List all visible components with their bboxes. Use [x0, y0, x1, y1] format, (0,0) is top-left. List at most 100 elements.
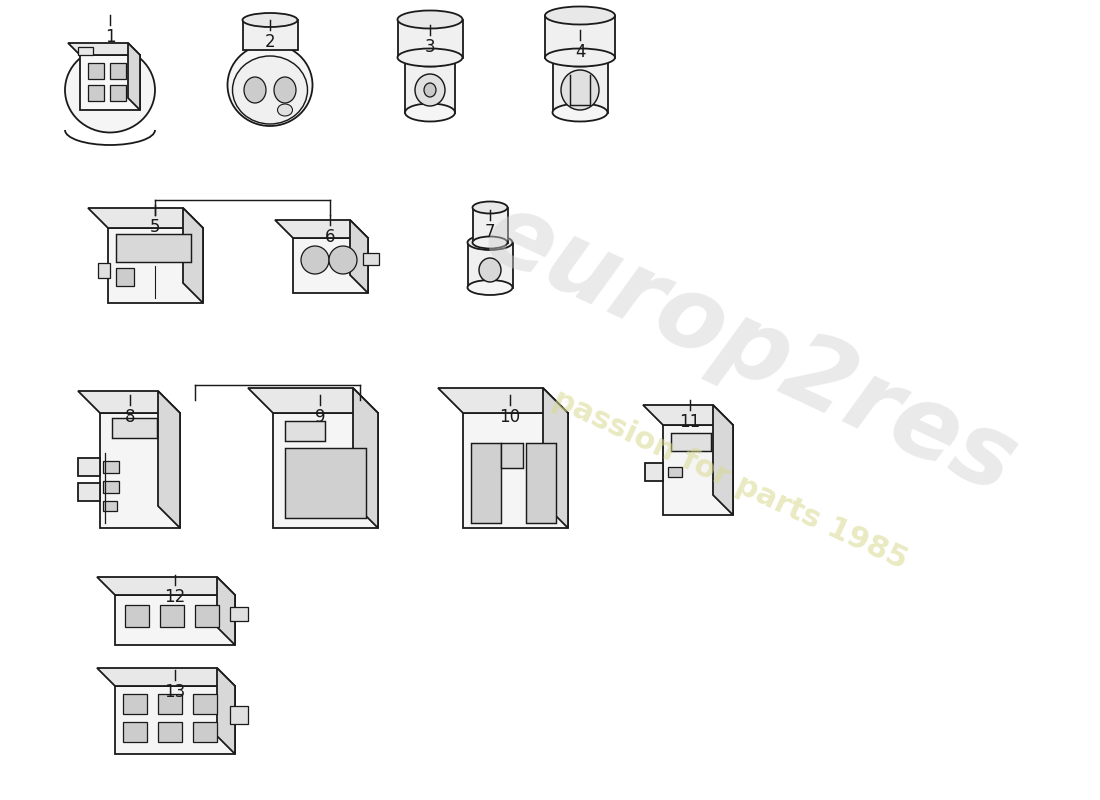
Text: 3: 3	[425, 38, 436, 56]
Polygon shape	[68, 43, 140, 55]
Bar	[285, 448, 366, 518]
Ellipse shape	[561, 70, 600, 110]
Ellipse shape	[232, 56, 308, 124]
Bar	[78, 458, 100, 476]
Ellipse shape	[65, 47, 155, 133]
Text: 8: 8	[124, 408, 135, 426]
Bar	[88, 63, 104, 79]
Polygon shape	[100, 413, 180, 528]
Bar	[195, 605, 219, 627]
Text: 2: 2	[265, 33, 275, 51]
Polygon shape	[108, 228, 204, 303]
Bar	[160, 605, 184, 627]
Text: 7: 7	[485, 223, 495, 241]
Bar	[123, 722, 147, 742]
Ellipse shape	[544, 6, 615, 25]
Text: europ2res: europ2res	[469, 185, 1031, 515]
Ellipse shape	[552, 103, 607, 122]
Polygon shape	[644, 405, 733, 425]
Polygon shape	[78, 391, 180, 413]
Polygon shape	[353, 388, 378, 528]
Ellipse shape	[405, 103, 455, 122]
Bar	[110, 63, 126, 79]
Text: 4: 4	[574, 43, 585, 61]
Text: 9: 9	[315, 408, 326, 426]
Polygon shape	[438, 388, 568, 413]
Bar	[103, 461, 119, 473]
Polygon shape	[128, 43, 140, 110]
Ellipse shape	[397, 10, 462, 29]
Bar	[158, 722, 182, 742]
Bar	[78, 483, 100, 501]
Polygon shape	[275, 220, 368, 238]
Bar	[285, 421, 324, 441]
Bar	[88, 85, 104, 101]
Polygon shape	[248, 388, 378, 413]
Text: 10: 10	[499, 408, 520, 426]
Ellipse shape	[244, 77, 266, 103]
FancyBboxPatch shape	[544, 15, 615, 58]
Bar	[645, 463, 663, 481]
Bar	[103, 481, 119, 493]
Text: passion for parts 1985: passion for parts 1985	[548, 385, 912, 575]
Polygon shape	[663, 425, 733, 515]
Ellipse shape	[552, 49, 607, 66]
Text: 1: 1	[104, 28, 116, 46]
Ellipse shape	[405, 49, 455, 66]
Bar	[230, 607, 248, 621]
Ellipse shape	[274, 77, 296, 103]
Bar	[103, 501, 117, 511]
FancyBboxPatch shape	[397, 19, 462, 58]
Text: 13: 13	[164, 683, 186, 701]
Bar	[363, 253, 379, 265]
Ellipse shape	[478, 258, 500, 282]
Polygon shape	[293, 238, 368, 293]
Polygon shape	[116, 595, 235, 645]
Bar	[192, 722, 217, 742]
Bar	[230, 706, 248, 724]
Ellipse shape	[468, 280, 513, 295]
Ellipse shape	[228, 44, 312, 126]
FancyBboxPatch shape	[242, 20, 297, 50]
Polygon shape	[116, 686, 235, 754]
Ellipse shape	[473, 237, 507, 249]
Text: 12: 12	[164, 588, 186, 606]
Bar	[125, 605, 148, 627]
Polygon shape	[158, 391, 180, 528]
FancyBboxPatch shape	[468, 242, 513, 287]
Polygon shape	[273, 413, 378, 528]
Bar	[110, 85, 126, 101]
Bar	[158, 694, 182, 714]
FancyBboxPatch shape	[552, 58, 607, 113]
Bar	[471, 443, 501, 523]
Text: 11: 11	[680, 413, 701, 431]
Ellipse shape	[415, 74, 446, 106]
Polygon shape	[97, 668, 235, 686]
Bar	[116, 268, 134, 286]
Text: 6: 6	[324, 228, 336, 246]
Bar	[112, 418, 157, 438]
Bar	[500, 443, 522, 468]
Bar	[192, 694, 217, 714]
Ellipse shape	[424, 83, 436, 97]
Ellipse shape	[468, 235, 513, 250]
Polygon shape	[80, 55, 140, 110]
Bar	[98, 263, 110, 278]
Circle shape	[329, 246, 358, 274]
Polygon shape	[183, 208, 204, 303]
Polygon shape	[463, 413, 568, 528]
Polygon shape	[88, 208, 204, 228]
Polygon shape	[97, 577, 235, 595]
FancyBboxPatch shape	[405, 58, 455, 113]
Bar	[123, 694, 147, 714]
Polygon shape	[543, 388, 568, 528]
Circle shape	[301, 246, 329, 274]
Bar	[526, 443, 556, 523]
Ellipse shape	[397, 49, 462, 66]
Polygon shape	[217, 577, 235, 645]
Polygon shape	[350, 220, 368, 293]
Polygon shape	[217, 668, 235, 754]
Bar	[116, 234, 191, 262]
Bar	[78, 47, 94, 55]
Polygon shape	[713, 405, 733, 515]
